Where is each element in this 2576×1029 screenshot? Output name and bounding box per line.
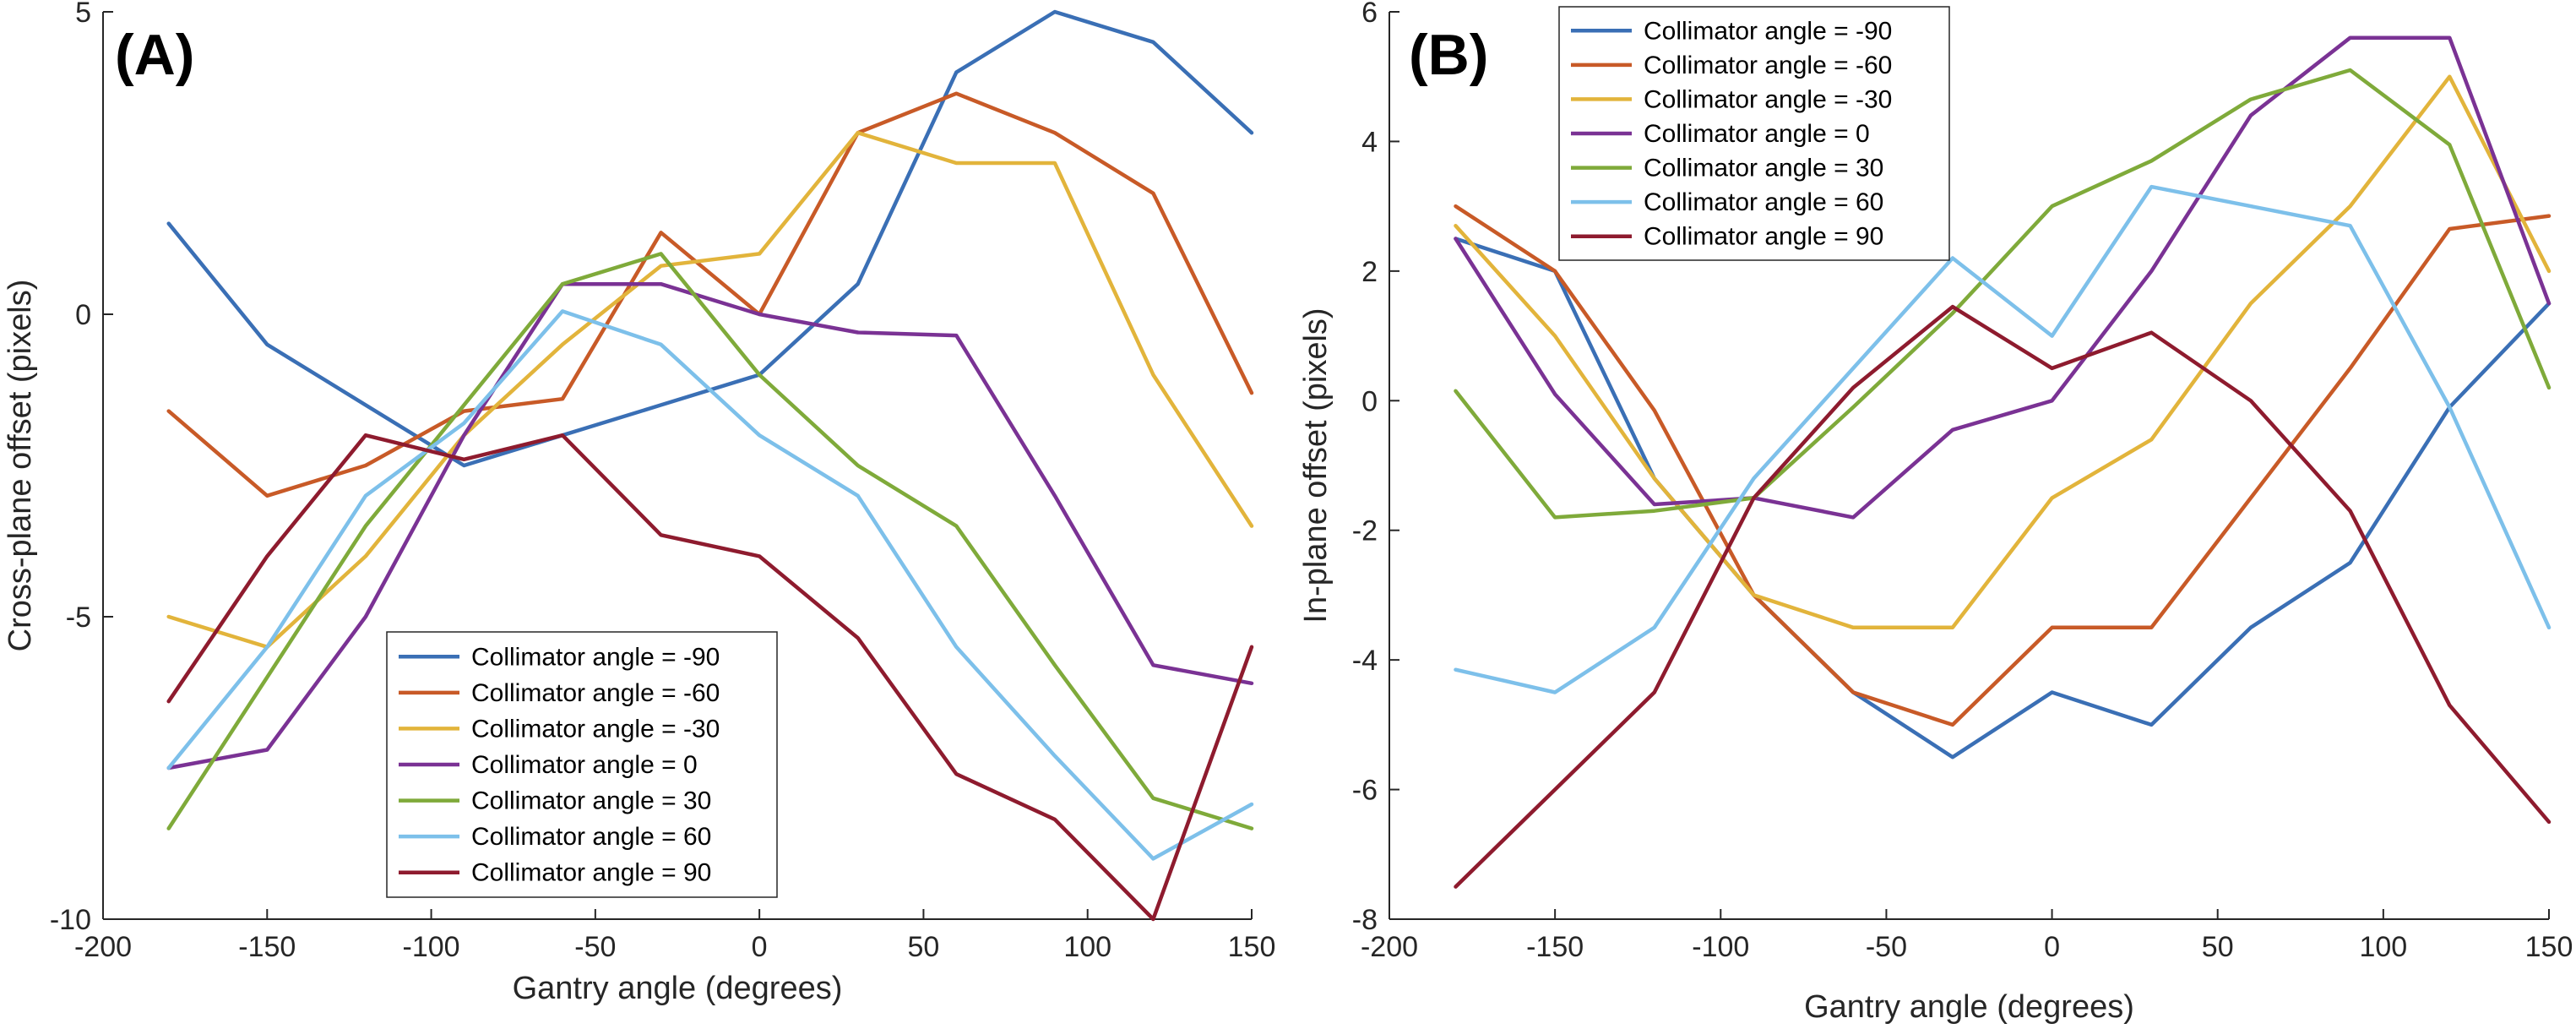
legend: Collimator angle = -90 Collimator angle =… — [1558, 6, 1950, 261]
series-line-6 — [166, 433, 1254, 922]
x-tick-label: 100 — [2359, 931, 2407, 963]
y-axis-title: Cross-plane offset (pixels) — [3, 280, 38, 652]
legend-entry: Collimator angle = 90 — [471, 859, 711, 887]
legend-entry: Collimator angle = 0 — [1644, 120, 1870, 148]
series-line-2 — [1454, 74, 2552, 630]
series-line-5 — [166, 309, 1254, 861]
series-line-3 — [1454, 35, 2552, 520]
series-line-2 — [166, 130, 1254, 650]
y-tick-label: 2 — [1361, 256, 1378, 288]
legend-entry: Collimator angle = 60 — [471, 823, 711, 851]
x-tick-label: 100 — [1063, 931, 1111, 963]
legend-entry: Collimator angle = -60 — [1644, 52, 1892, 79]
y-tick-label: 5 — [75, 0, 91, 29]
x-tick-label: -100 — [403, 931, 460, 963]
series-line-1 — [1454, 204, 2552, 727]
legend-entry: Collimator angle = 90 — [1644, 223, 1883, 251]
panel-label: (A) — [115, 23, 194, 87]
series-line-0 — [1454, 237, 2552, 760]
x-tick-label: -100 — [1692, 931, 1749, 963]
legend-entry: Collimator angle = 30 — [1644, 155, 1883, 182]
x-tick-label: 50 — [2202, 931, 2234, 963]
y-tick-label: 6 — [1361, 0, 1378, 29]
x-tick-label: -150 — [1526, 931, 1584, 963]
series-line-1 — [166, 91, 1254, 498]
y-tick-label: 0 — [1361, 385, 1378, 417]
legend-entry: Collimator angle = -30 — [471, 715, 720, 743]
legend-entry: Collimator angle = 60 — [1644, 188, 1883, 216]
series-line-5 — [1454, 184, 2552, 694]
y-tick-label: -6 — [1352, 775, 1378, 807]
y-tick-label: -4 — [1352, 645, 1378, 677]
legend-entry: Collimator angle = -90 — [471, 643, 720, 671]
x-tick-label: -150 — [238, 931, 296, 963]
y-tick-label: -8 — [1352, 904, 1378, 936]
y-axis-title: In-plane offset (pixels) — [1298, 308, 1334, 623]
legend-entry: Collimator angle = -60 — [471, 679, 720, 707]
x-tick-label: 150 — [2525, 931, 2573, 963]
series-line-4 — [166, 252, 1254, 830]
legend: Collimator angle = -90 Collimator angle =… — [386, 631, 778, 898]
series-line-3 — [166, 281, 1254, 770]
x-tick-label: -50 — [574, 931, 616, 963]
y-tick-label: 4 — [1361, 126, 1378, 158]
y-tick-label: -10 — [50, 904, 91, 936]
x-tick-label: 0 — [2044, 931, 2060, 963]
x-tick-label: -200 — [74, 931, 132, 963]
series-line-6 — [1454, 304, 2552, 889]
x-axis-title: Gantry angle (degrees) — [513, 971, 843, 1006]
panel-label: (B) — [1409, 23, 1488, 87]
x-tick-label: 150 — [1228, 931, 1276, 963]
legend-entry: Collimator angle = 30 — [471, 787, 711, 815]
panel-b-chart: -200 -150 -100 -50 0 50 100 150 -8 -6 -4 -2 0 2 4 6 Gant… — [1298, 0, 2573, 1025]
legend-entry: Collimator angle = -30 — [1644, 85, 1892, 113]
x-axis-title: Gantry angle (degrees) — [1804, 989, 2134, 1025]
x-tick-label: 50 — [908, 931, 940, 963]
legend-entry: Collimator angle = 0 — [471, 751, 698, 779]
x-tick-label: 0 — [752, 931, 768, 963]
legend-entry: Collimator angle = -90 — [1644, 17, 1892, 45]
y-tick-label: -2 — [1352, 515, 1378, 547]
y-tick-label: 0 — [75, 299, 91, 331]
series-line-4 — [1454, 68, 2552, 520]
x-tick-label: -50 — [1866, 931, 1907, 963]
y-tick-label: -5 — [66, 602, 91, 634]
x-tick-label: -200 — [1361, 931, 1418, 963]
